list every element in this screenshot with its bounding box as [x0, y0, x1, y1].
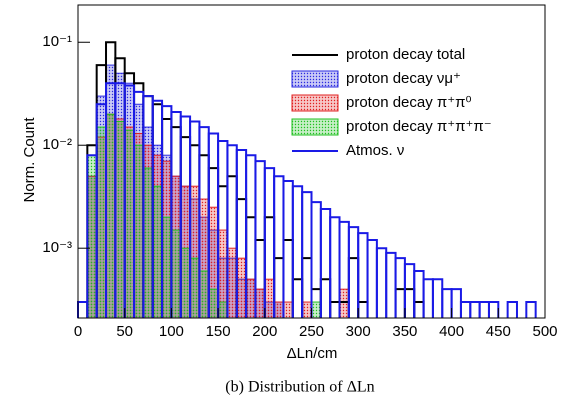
- step-bin: [357, 301, 369, 318]
- bar: [208, 288, 219, 319]
- bar: [170, 229, 182, 319]
- bar: [217, 301, 228, 319]
- x-tick-label: 450: [486, 323, 511, 340]
- x-tick-label: 350: [392, 323, 417, 340]
- y-tick-label: 10⁻¹: [42, 33, 72, 50]
- bar: [180, 247, 191, 319]
- step-bin: [77, 301, 89, 318]
- y-axis-label: Norm. Count: [21, 117, 38, 203]
- x-tick-label: 100: [159, 323, 184, 340]
- bar: [198, 270, 210, 319]
- step-bin: [329, 301, 341, 318]
- step-bin: [394, 288, 406, 318]
- x-tick-label: 300: [346, 323, 371, 340]
- step-bin: [441, 288, 453, 318]
- bar: [86, 154, 98, 319]
- step-bin: [487, 301, 500, 318]
- step-bin: [282, 179, 294, 318]
- x-tick-label: 250: [299, 323, 324, 340]
- bar: [245, 278, 256, 319]
- bar: [189, 257, 200, 319]
- bar: [254, 288, 266, 319]
- caption: (b) Distribution of ΔLn: [225, 379, 374, 396]
- bar: [96, 126, 107, 319]
- step-bin: [403, 263, 416, 318]
- bar: [264, 278, 275, 319]
- step-bin: [291, 278, 304, 318]
- legend-label: proton decay π⁺π⁰: [346, 94, 472, 111]
- bar: [124, 129, 135, 319]
- bar: [236, 257, 247, 319]
- legend-swatch: [291, 94, 339, 112]
- bar: [226, 247, 238, 319]
- step-bin: [77, 301, 89, 318]
- legend-label: proton decay νμ⁺: [346, 70, 461, 87]
- x-tick-label: 400: [439, 323, 464, 340]
- bar: [152, 185, 163, 319]
- step-bin: [319, 208, 332, 318]
- step-bin: [394, 257, 406, 318]
- bars: [77, 41, 537, 319]
- legend-label: proton decay π⁺π⁺π⁻: [346, 118, 492, 135]
- step-bin: [450, 288, 462, 318]
- step-bin: [431, 278, 444, 318]
- step-bin: [385, 251, 397, 318]
- step-bin: [413, 301, 425, 318]
- step-bin: [525, 301, 537, 318]
- x-tick-label: 50: [116, 323, 133, 340]
- step-bin: [469, 301, 481, 318]
- step-bin: [478, 301, 490, 318]
- step-bin: [422, 278, 434, 318]
- x-tick-label: 0: [74, 323, 82, 340]
- legend-label: proton decay total: [346, 46, 465, 63]
- legend-label: Atmos. ν: [346, 142, 404, 159]
- bar: [273, 301, 284, 319]
- x-tick-label: 200: [252, 323, 277, 340]
- step-bin: [403, 288, 416, 318]
- y-tick-label: 10⁻³: [42, 239, 72, 256]
- bar: [142, 167, 154, 319]
- step-bin: [459, 301, 472, 318]
- bar: [282, 301, 294, 319]
- bar: [105, 113, 116, 319]
- step-bin: [273, 175, 285, 318]
- step-bin: [375, 247, 388, 318]
- step-bin: [310, 201, 322, 318]
- bar: [301, 301, 313, 319]
- x-tick-label: 150: [206, 323, 231, 340]
- step-bin: [413, 270, 425, 318]
- step-bin: [357, 232, 369, 318]
- step-bin: [319, 278, 332, 318]
- step-bin: [366, 239, 378, 318]
- step-bin: [347, 257, 360, 318]
- legend-swatch: [291, 70, 339, 88]
- step-bin: [291, 185, 304, 318]
- step-bin: [347, 226, 360, 318]
- legend-swatch: [291, 118, 339, 136]
- x-tick-label: 500: [532, 323, 557, 340]
- bar: [114, 120, 126, 319]
- bar: [311, 301, 322, 319]
- x-axis-label: ΔLn/cm: [287, 345, 338, 362]
- step-bin: [506, 301, 518, 318]
- bar: [133, 144, 144, 319]
- bar: [161, 216, 172, 319]
- y-tick-label: 10⁻²: [42, 136, 72, 153]
- bar: [339, 288, 350, 319]
- step-bin: [301, 191, 313, 318]
